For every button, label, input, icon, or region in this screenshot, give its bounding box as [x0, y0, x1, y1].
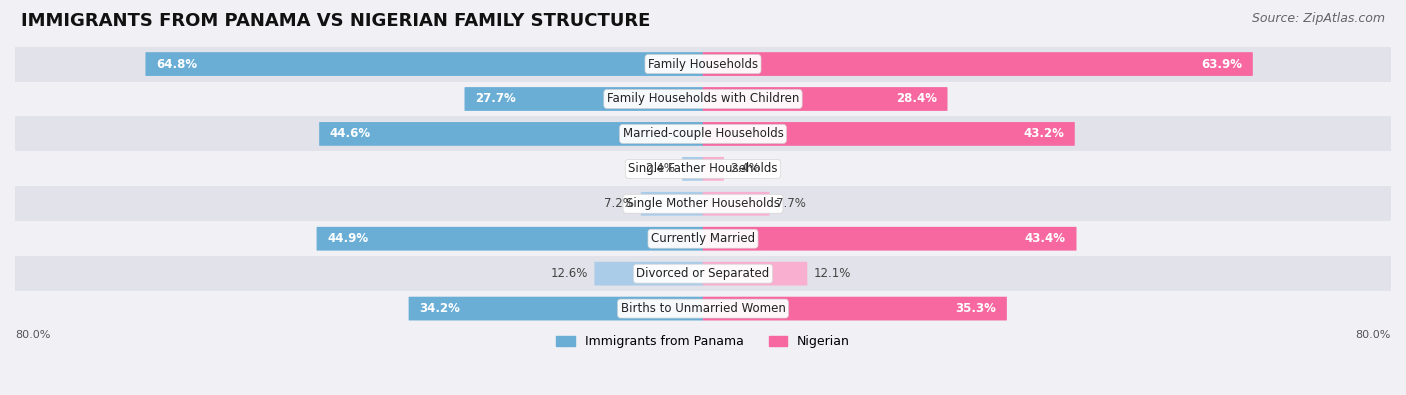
FancyBboxPatch shape [703, 52, 1253, 76]
FancyBboxPatch shape [595, 262, 703, 286]
Text: 2.4%: 2.4% [645, 162, 675, 175]
Text: 43.4%: 43.4% [1025, 232, 1066, 245]
FancyBboxPatch shape [409, 297, 703, 320]
FancyBboxPatch shape [15, 47, 1391, 81]
Text: Married-couple Households: Married-couple Households [623, 128, 783, 141]
Text: 34.2%: 34.2% [419, 302, 460, 315]
Text: 80.0%: 80.0% [15, 329, 51, 340]
Text: IMMIGRANTS FROM PANAMA VS NIGERIAN FAMILY STRUCTURE: IMMIGRANTS FROM PANAMA VS NIGERIAN FAMIL… [21, 12, 651, 30]
FancyBboxPatch shape [15, 256, 1391, 291]
FancyBboxPatch shape [316, 227, 703, 250]
FancyBboxPatch shape [641, 192, 703, 216]
Text: 7.2%: 7.2% [605, 197, 634, 210]
FancyBboxPatch shape [682, 157, 703, 181]
FancyBboxPatch shape [703, 157, 724, 181]
Text: Single Father Households: Single Father Households [628, 162, 778, 175]
Text: Family Households with Children: Family Households with Children [607, 92, 799, 105]
FancyBboxPatch shape [703, 227, 1077, 250]
Text: Family Households: Family Households [648, 58, 758, 71]
Text: 63.9%: 63.9% [1201, 58, 1243, 71]
FancyBboxPatch shape [15, 81, 1391, 117]
FancyBboxPatch shape [15, 291, 1391, 326]
FancyBboxPatch shape [703, 122, 1074, 146]
FancyBboxPatch shape [464, 87, 703, 111]
Text: 80.0%: 80.0% [1355, 329, 1391, 340]
Text: 35.3%: 35.3% [956, 302, 997, 315]
Text: 2.4%: 2.4% [731, 162, 761, 175]
Legend: Immigrants from Panama, Nigerian: Immigrants from Panama, Nigerian [551, 330, 855, 354]
Text: 28.4%: 28.4% [896, 92, 936, 105]
Text: 43.2%: 43.2% [1024, 128, 1064, 141]
FancyBboxPatch shape [703, 262, 807, 286]
Text: 64.8%: 64.8% [156, 58, 197, 71]
Text: Divorced or Separated: Divorced or Separated [637, 267, 769, 280]
FancyBboxPatch shape [319, 122, 703, 146]
FancyBboxPatch shape [15, 117, 1391, 151]
FancyBboxPatch shape [145, 52, 703, 76]
Text: Births to Unmarried Women: Births to Unmarried Women [620, 302, 786, 315]
Text: 12.1%: 12.1% [814, 267, 851, 280]
FancyBboxPatch shape [15, 186, 1391, 221]
Text: Single Mother Households: Single Mother Households [626, 197, 780, 210]
Text: Source: ZipAtlas.com: Source: ZipAtlas.com [1251, 12, 1385, 25]
FancyBboxPatch shape [703, 87, 948, 111]
FancyBboxPatch shape [703, 297, 1007, 320]
Text: 12.6%: 12.6% [550, 267, 588, 280]
FancyBboxPatch shape [703, 192, 769, 216]
FancyBboxPatch shape [15, 151, 1391, 186]
FancyBboxPatch shape [15, 221, 1391, 256]
Text: 44.6%: 44.6% [330, 128, 371, 141]
Text: 7.7%: 7.7% [776, 197, 806, 210]
Text: 27.7%: 27.7% [475, 92, 516, 105]
Text: Currently Married: Currently Married [651, 232, 755, 245]
Text: 44.9%: 44.9% [328, 232, 368, 245]
